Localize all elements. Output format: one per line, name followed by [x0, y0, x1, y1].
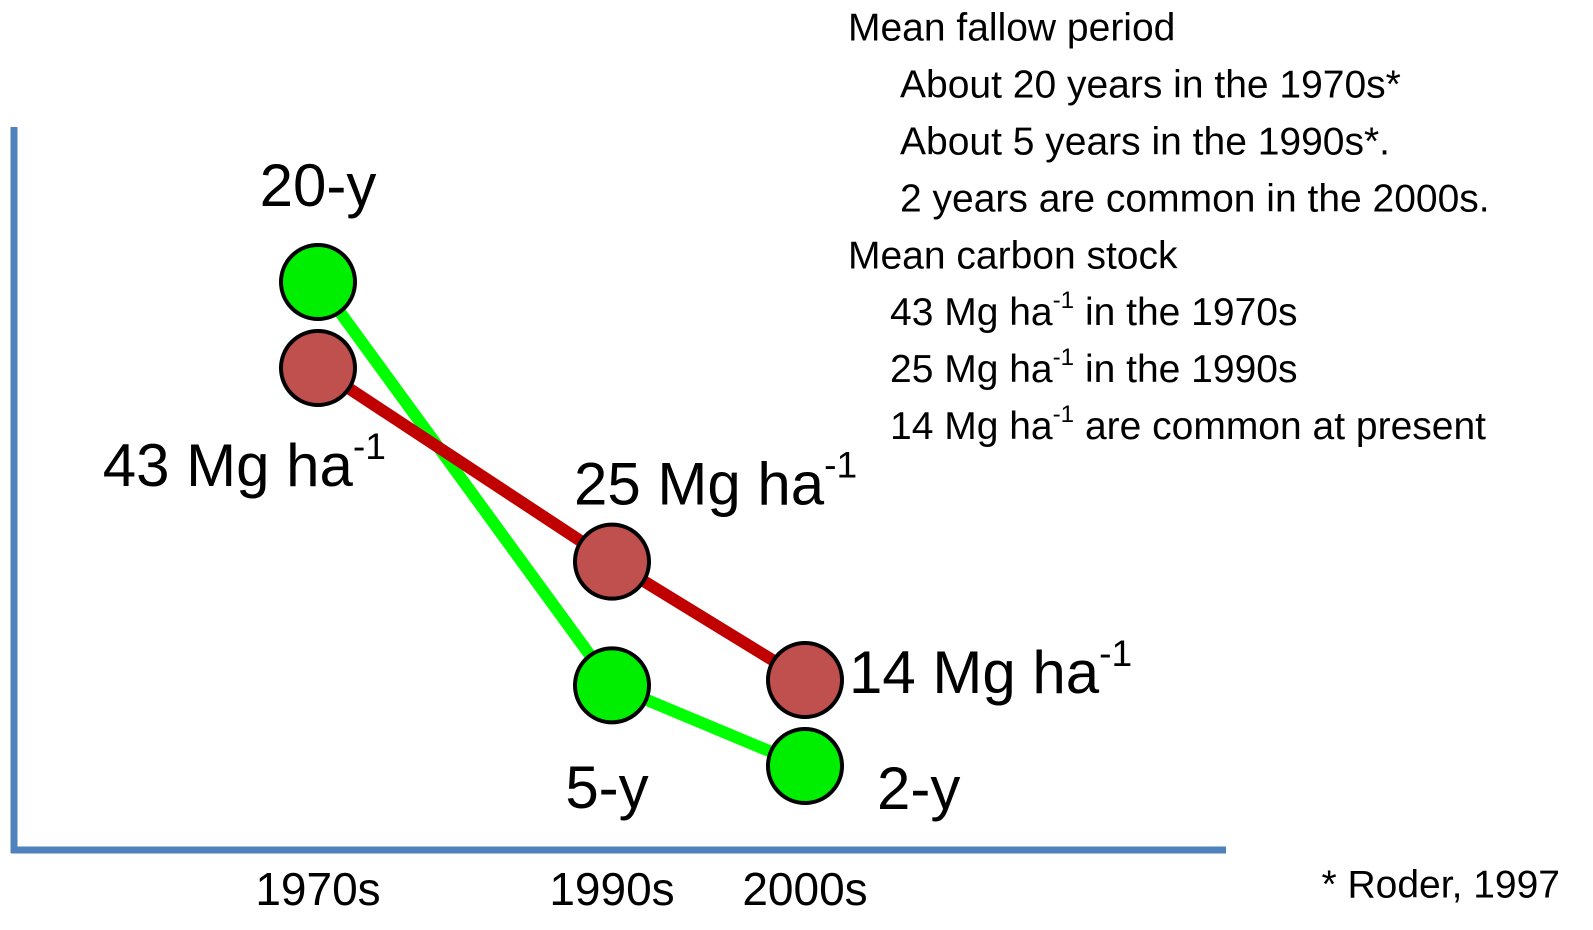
x-tick-label: 1990s — [549, 863, 674, 915]
x-tick-label: 2000s — [742, 863, 867, 915]
data-label: 5-y — [565, 754, 648, 821]
series-line — [314, 362, 809, 686]
note-line: 14 Mg ha-1 are common at present — [890, 401, 1486, 448]
footnote: * Roder, 1997 — [1321, 863, 1560, 906]
note-line: 2 years are common in the 2000s. — [900, 177, 1490, 220]
marker — [766, 641, 844, 719]
data-label: 2-y — [877, 755, 960, 822]
note-line: About 5 years in the 1990s*. — [900, 120, 1390, 163]
marker — [766, 727, 844, 805]
note-line: About 20 years in the 1970s* — [900, 63, 1401, 106]
marker — [573, 522, 651, 601]
x-tick-label: 1970s — [255, 863, 380, 915]
marker — [279, 329, 357, 407]
data-label: 25 Mg ha-1 — [574, 443, 857, 517]
note-line: 25 Mg ha-1 in the 1990s — [890, 344, 1297, 391]
note-heading: Mean fallow period — [848, 6, 1175, 49]
data-label: 14 Mg ha-1 — [849, 632, 1132, 706]
note-line: 43 Mg ha-1 in the 1970s — [890, 287, 1297, 334]
note-heading: Mean carbon stock — [848, 234, 1178, 277]
data-label: 20-y — [260, 152, 377, 219]
marker — [573, 646, 651, 725]
marker — [279, 243, 357, 321]
data-label: 43 Mg ha-1 — [103, 425, 386, 499]
